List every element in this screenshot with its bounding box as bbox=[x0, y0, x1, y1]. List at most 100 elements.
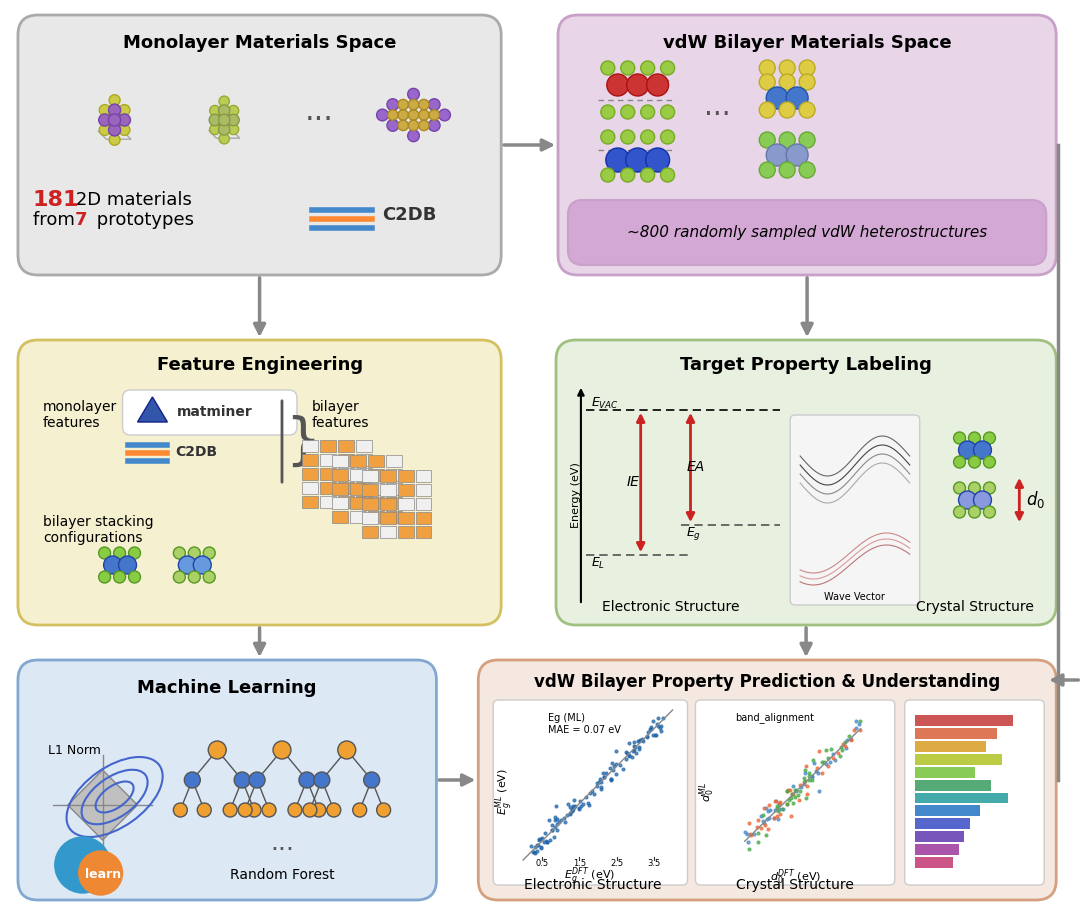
Bar bbox=[355, 482, 372, 494]
Point bbox=[795, 775, 812, 790]
Point bbox=[760, 797, 778, 812]
Circle shape bbox=[621, 61, 635, 75]
Text: $E_g^{DFT}$ (eV): $E_g^{DFT}$ (eV) bbox=[565, 866, 616, 888]
Point bbox=[832, 748, 849, 763]
Text: learn: learn bbox=[84, 869, 121, 881]
Circle shape bbox=[626, 74, 649, 96]
Circle shape bbox=[228, 105, 239, 116]
Point bbox=[758, 801, 775, 816]
Circle shape bbox=[119, 114, 131, 126]
Text: 0.5: 0.5 bbox=[536, 858, 549, 868]
Point bbox=[791, 778, 808, 793]
Circle shape bbox=[174, 547, 186, 559]
Bar bbox=[302, 482, 318, 494]
Point bbox=[538, 834, 555, 849]
Point bbox=[781, 783, 798, 797]
Circle shape bbox=[210, 124, 220, 135]
Circle shape bbox=[973, 441, 991, 459]
Point bbox=[617, 745, 634, 760]
Bar bbox=[915, 819, 970, 829]
FancyBboxPatch shape bbox=[791, 415, 920, 605]
Point bbox=[804, 773, 821, 788]
Point bbox=[541, 812, 558, 827]
Text: Feature Engineering: Feature Engineering bbox=[157, 356, 363, 374]
Circle shape bbox=[109, 124, 121, 136]
Circle shape bbox=[397, 120, 408, 130]
Circle shape bbox=[397, 100, 408, 110]
Text: vdW Bilayer Materials Space: vdW Bilayer Materials Space bbox=[663, 34, 951, 52]
Point bbox=[846, 723, 863, 737]
Circle shape bbox=[388, 110, 397, 120]
Point bbox=[530, 833, 548, 848]
Bar bbox=[386, 511, 402, 523]
Circle shape bbox=[600, 130, 615, 144]
Point bbox=[778, 796, 795, 811]
Text: vdW Bilayer Property Prediction & Understanding: vdW Bilayer Property Prediction & Unders… bbox=[535, 673, 1000, 691]
Point bbox=[534, 831, 551, 845]
Point bbox=[829, 746, 847, 760]
Point bbox=[591, 772, 608, 786]
Point bbox=[802, 769, 820, 784]
Bar bbox=[380, 526, 395, 538]
Point bbox=[771, 795, 788, 809]
Circle shape bbox=[779, 74, 795, 90]
Point bbox=[566, 793, 583, 808]
Point bbox=[549, 811, 566, 826]
Point bbox=[808, 761, 825, 776]
FancyBboxPatch shape bbox=[18, 15, 501, 275]
Bar bbox=[332, 483, 348, 495]
Point bbox=[842, 731, 860, 746]
Circle shape bbox=[219, 96, 229, 106]
Circle shape bbox=[109, 114, 121, 126]
Bar bbox=[915, 780, 991, 791]
Point bbox=[526, 840, 543, 855]
Text: Random Forest: Random Forest bbox=[230, 868, 335, 882]
Circle shape bbox=[408, 120, 419, 130]
Point bbox=[786, 783, 804, 797]
Circle shape bbox=[661, 130, 675, 144]
Point bbox=[647, 727, 664, 742]
Circle shape bbox=[79, 851, 122, 895]
Bar bbox=[416, 512, 431, 524]
Text: bilayer stacking
configurations: bilayer stacking configurations bbox=[43, 515, 153, 545]
Text: bilayer
features: bilayer features bbox=[312, 400, 369, 430]
Point bbox=[597, 765, 615, 780]
Circle shape bbox=[607, 74, 629, 96]
Bar bbox=[380, 512, 395, 524]
Circle shape bbox=[188, 571, 200, 583]
Point bbox=[555, 810, 572, 825]
Bar bbox=[355, 496, 372, 508]
Point bbox=[780, 783, 797, 797]
Bar bbox=[320, 454, 336, 466]
Circle shape bbox=[969, 506, 981, 518]
Point bbox=[617, 752, 634, 767]
Circle shape bbox=[954, 456, 966, 468]
Circle shape bbox=[113, 547, 125, 559]
Bar bbox=[338, 440, 354, 452]
Point bbox=[838, 733, 855, 748]
Circle shape bbox=[429, 110, 440, 120]
Point bbox=[602, 760, 619, 775]
Point bbox=[809, 766, 826, 781]
Text: EA: EA bbox=[687, 460, 704, 474]
Circle shape bbox=[98, 547, 110, 559]
Text: 2.5: 2.5 bbox=[610, 858, 623, 868]
Bar bbox=[355, 454, 372, 466]
Point bbox=[625, 735, 643, 749]
Text: Wave Vector: Wave Vector bbox=[824, 592, 886, 602]
Point bbox=[766, 810, 783, 825]
Point bbox=[850, 717, 867, 732]
Point bbox=[548, 798, 565, 813]
Text: 181: 181 bbox=[32, 190, 80, 210]
Bar bbox=[362, 512, 378, 524]
Circle shape bbox=[98, 114, 111, 126]
Bar bbox=[338, 496, 354, 508]
Point bbox=[570, 801, 588, 816]
Circle shape bbox=[113, 571, 125, 583]
Point bbox=[848, 714, 865, 729]
Circle shape bbox=[239, 803, 252, 817]
Point bbox=[625, 742, 643, 757]
Point bbox=[639, 724, 657, 739]
Point bbox=[750, 812, 767, 827]
Point bbox=[813, 755, 831, 770]
